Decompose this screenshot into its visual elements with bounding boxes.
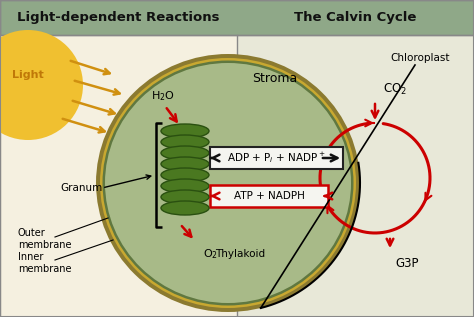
Text: Light: Light <box>12 70 44 80</box>
Bar <box>0 0 474 35</box>
Ellipse shape <box>161 146 209 160</box>
Text: CO$_2$: CO$_2$ <box>383 82 407 97</box>
Bar <box>210 185 328 207</box>
Text: The Calvin Cycle: The Calvin Cycle <box>294 11 416 24</box>
Ellipse shape <box>102 61 354 306</box>
Ellipse shape <box>161 190 209 204</box>
Ellipse shape <box>100 58 356 308</box>
Text: Light-dependent Reactions: Light-dependent Reactions <box>17 11 219 24</box>
Ellipse shape <box>96 54 360 312</box>
Bar <box>0 35 237 317</box>
Ellipse shape <box>105 63 351 303</box>
Text: Thylakoid: Thylakoid <box>215 249 265 259</box>
Text: Inner
membrane: Inner membrane <box>18 252 72 274</box>
Ellipse shape <box>161 201 209 215</box>
Text: G3P: G3P <box>395 257 419 270</box>
Ellipse shape <box>161 124 209 138</box>
Text: O$_2$: O$_2$ <box>203 247 218 261</box>
Ellipse shape <box>161 168 209 182</box>
Text: Granum: Granum <box>60 183 102 193</box>
Text: ADP + P$_i$ + NADP$^+$: ADP + P$_i$ + NADP$^+$ <box>227 151 326 165</box>
Bar <box>237 35 474 317</box>
Text: Chloroplast: Chloroplast <box>390 53 450 63</box>
Text: Stroma: Stroma <box>252 72 298 85</box>
Ellipse shape <box>161 179 209 193</box>
Text: Outer
membrane: Outer membrane <box>18 228 72 249</box>
Text: H$_2$O: H$_2$O <box>151 89 175 103</box>
Bar <box>210 147 343 169</box>
Ellipse shape <box>161 135 209 149</box>
Circle shape <box>0 30 83 140</box>
Ellipse shape <box>161 157 209 171</box>
Text: ATP + NADPH: ATP + NADPH <box>234 191 304 201</box>
